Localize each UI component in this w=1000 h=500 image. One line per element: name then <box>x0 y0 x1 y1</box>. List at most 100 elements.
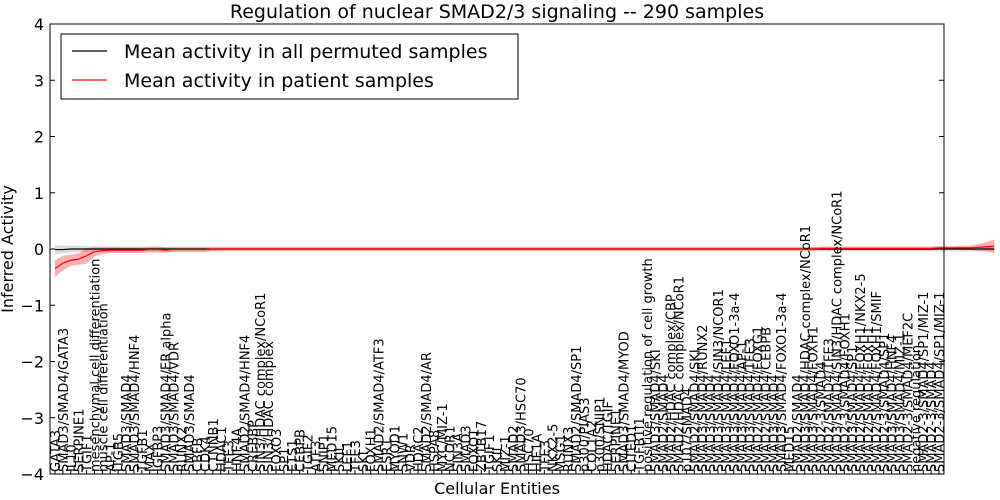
x-tick-label: negative regulation <box>909 345 924 472</box>
confidence-bands <box>55 239 995 278</box>
x-axis-label: Cellular Entities <box>434 479 560 498</box>
y-tick-label: 4 <box>34 15 44 34</box>
x-tick-label: SNIP1 <box>317 434 332 472</box>
x-tick-label: muscle cell differentiation <box>96 303 111 472</box>
x-tick-label: MED15 <box>783 426 798 472</box>
x-tick-label: HDAC2 <box>412 426 427 472</box>
x-tick-label: COL1A2 <box>586 420 601 472</box>
x-tick-label: CEBPB <box>294 429 309 472</box>
x-tick-label: SMAD2/SMAD4/FOXH1 <box>862 326 877 472</box>
x-tick-label: AP-1 <box>104 443 119 472</box>
x-tick-label: IL10 <box>65 444 80 472</box>
x-tick-label: ITGB5 <box>112 433 127 472</box>
y-tick-label: −4 <box>20 465 44 484</box>
x-tick-label: NKX2-5 <box>546 424 561 472</box>
x-tick-label: SMAD3/SMAD4/VDR <box>167 342 182 472</box>
x-tick-label: CDK4 <box>199 436 214 472</box>
legend-box <box>60 33 519 100</box>
x-tick-label: IGFBP3 <box>152 426 167 472</box>
x-tick-label: TGIF1 <box>81 434 96 473</box>
y-tick-label: 3 <box>34 71 44 90</box>
x-tick-label: LEF1 <box>341 441 356 472</box>
legend-label-permuted: Mean activity in all permuted samples <box>124 41 487 63</box>
series-lines <box>54 245 995 270</box>
x-tick-label: MYOD1 <box>388 425 403 472</box>
x-tick-label: SKIL <box>491 443 506 472</box>
x-tick-label: SMAD2-3/SMAD4 <box>815 361 830 472</box>
x-tick-label: SMAD2-3/SMAD4/MEF2C <box>901 313 916 472</box>
x-tick-label: SMAD2/SMAD4/SP1 <box>570 346 585 472</box>
x-tick-label: SMAD3/SMAD4/MIZ-1 <box>894 333 909 472</box>
x-tick-label: MIZ-1 <box>499 435 514 472</box>
x-tick-label: ESR1 <box>381 438 396 472</box>
x-tick-label: SMAD2/SMAD4/TFE3 <box>823 338 838 472</box>
x-tick-label: FOXH1 <box>365 428 380 472</box>
x-tick-label: CREBBP <box>246 420 261 472</box>
x-tick-label: SMAD3/SMAD4 <box>767 374 782 472</box>
x-tick-label: SMAD3/SMAD4 <box>183 374 198 472</box>
x-tick-label: SMAD2/SMAD4/AR <box>420 352 435 472</box>
x-tick-label: SMAD2/SMAD4/FOXH1/SMIF <box>870 291 885 472</box>
x-tick-label: SMAD3/SMAD4/FOXH1 <box>807 326 822 472</box>
x-tick-label: SMAD2/SMAD4 <box>791 374 806 472</box>
y-axis-label: Inferred Activity <box>0 185 17 313</box>
x-tick-label: SMAD2-3/SMAD4/SP1 <box>878 333 893 472</box>
legend: Mean activity in all permuted samples Me… <box>60 33 519 100</box>
x-tick-label: SMAD2-3/SMAD4 <box>925 361 940 472</box>
x-tick-label: SMAD2-3/SMAD4/SP1/MIZ-1 <box>917 292 932 472</box>
x-tick-label: MYC/MIZ-1 <box>436 403 451 472</box>
x-tick-label: SMAD3/SMAD4/FOXO1-3a-4 <box>775 293 790 472</box>
x-tick-label: SMAD2-3/SMAD4/FOXH1 <box>838 313 853 472</box>
x-tick-label: FOXO3 <box>270 429 285 472</box>
x-tick-label: SKIL <box>333 443 348 472</box>
x-tick-label: FOXO1 <box>467 429 482 472</box>
x-tick-label: p300/PIAS3 <box>578 397 593 472</box>
patient-band <box>55 239 995 278</box>
x-tick-label: SMAD3/SMAD4/SKI <box>649 349 664 472</box>
x-tick-label: MSG1 <box>554 434 569 472</box>
x-tick-label: SMAD3/SMAD4 <box>704 374 719 472</box>
y-axis: −4 −3 −2 −1 0 1 2 3 4 <box>20 15 944 484</box>
x-tick-label: SKI <box>357 451 372 472</box>
x-tick-label: SMAD3/SMAD4/SP1 <box>846 346 861 472</box>
x-tick-label: SMAD2/SMAD4/FOXG1 <box>751 326 766 472</box>
x-tick-label: VDR <box>404 444 419 472</box>
y-tick-label: −2 <box>20 353 44 372</box>
x-tick-label: SMAD3/SMAD4/AP-1 <box>736 341 751 472</box>
x-tick-label: SIN3/HDAC complex/NCoR1 <box>254 293 269 472</box>
x-tick-label: SMAD3/SMAD4/HNF4 <box>128 335 143 472</box>
x-tick-label: SERPINE1 <box>609 409 624 472</box>
x-tick-label: SMAD3/SMAD4/SIN3/HDAC complex/NCoR1 <box>830 191 845 472</box>
x-tick-label: SMAD3/SMAD4/FOXO1-3a-4 <box>728 293 743 472</box>
x-tick-label: HNF4A <box>231 428 246 472</box>
x-tick-label: SIN3/HDAC complex <box>262 341 277 472</box>
x-tick-label: SMAD2/SMAD4/SKI <box>688 349 703 472</box>
x-tick-label: ETS1 <box>286 439 301 472</box>
y-tick-label: 2 <box>34 128 44 147</box>
x-tick-label: RUNX2 <box>175 427 190 472</box>
x-tick-label: MAX <box>144 443 159 472</box>
x-tick-label: p107/SMAD4 <box>680 388 695 472</box>
x-tick-label: SMAD3/SMAD4/SIN3/NCOR1 <box>712 289 727 472</box>
x-tick-label: SMAD3/SMAD4/MYOD <box>617 331 632 472</box>
x-tick-label: GATA3 <box>49 430 64 472</box>
x-tick-label: TFE3 <box>349 440 364 473</box>
x-tick-label: ATF3 <box>309 440 324 472</box>
x-tick-label: SMAD2/SMAD4/HNF4 <box>238 335 253 472</box>
x-tick-label: HSPA8 <box>428 430 443 472</box>
x-tick-labels: GATA3SMAD3/SMAD4/GATA3IL10SERPINE1TGIF1m… <box>49 191 948 474</box>
x-tick-label: NCOR1 <box>444 426 459 472</box>
x-tick-label: HSC70 <box>523 428 538 472</box>
x-tick-label: p300/SNIP1 <box>594 397 609 472</box>
x-tick-label: HIF1A <box>530 434 545 472</box>
y-tick-label: −1 <box>20 296 44 315</box>
x-tick-label: SMAD2/HDAC complex/NCoR1 <box>673 276 688 472</box>
x-tick-label: mesenchymal cell differentiation <box>88 259 103 472</box>
x-tick-label: SMAD3/SMAD4/ER alpha <box>160 313 175 472</box>
plot-frame <box>49 23 945 475</box>
x-tick-label: SNW1 <box>396 433 411 472</box>
x-tick-label: SP1 <box>278 448 293 472</box>
legend-label-patient: Mean activity in patient samples <box>124 70 434 92</box>
